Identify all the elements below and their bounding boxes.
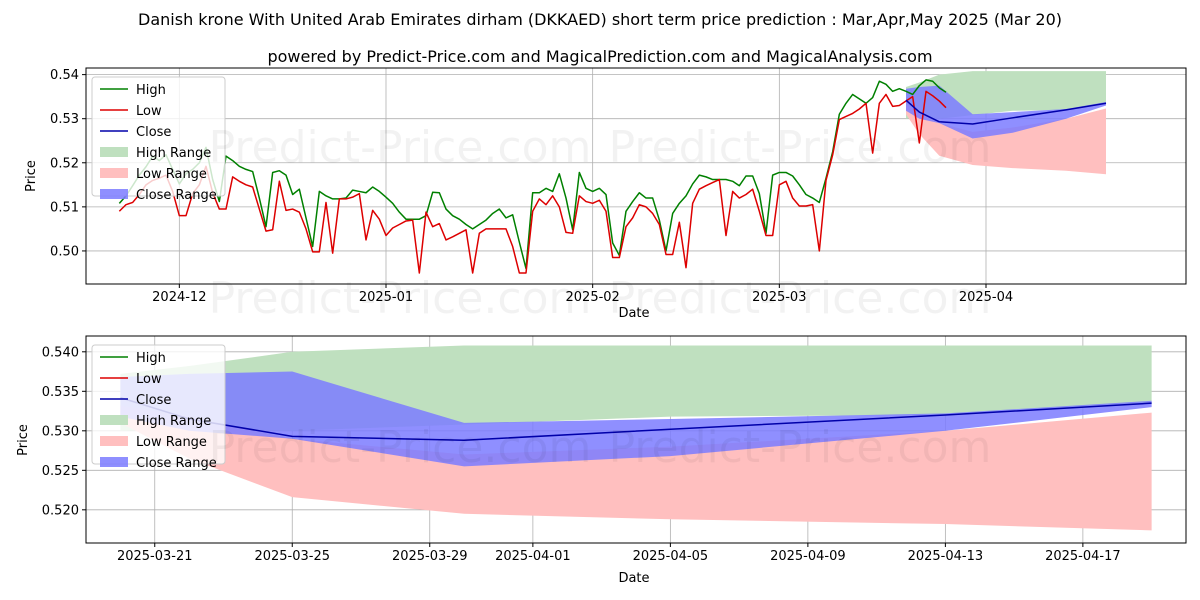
x-tick-label: 2025-03-21 (117, 549, 193, 564)
legend-close-range-label: Close Range (136, 456, 217, 471)
y-axis-label: Price (16, 424, 31, 456)
legend-close-label: Close (136, 125, 171, 140)
bottom-chart-panel: 2025-03-21 2025-03-25 2025-03-29 2025-04-01… (16, 335, 1187, 586)
axes-frame (85, 335, 1187, 544)
legend-close-label: Close (136, 393, 171, 408)
legend-high-range-label: High Range (136, 414, 211, 429)
y-axis-label: Price (24, 160, 39, 192)
x-tick-label: 2025-04-17 (1045, 549, 1121, 564)
watermark-text: Predict-Price.com (209, 122, 592, 173)
x-tick-label: 2024-12 (152, 290, 206, 305)
legend-high-range-label: High Range (136, 146, 211, 161)
legend-high-range-swatch (100, 147, 128, 157)
close-range-band (120, 371, 1152, 467)
axes-frame (85, 67, 1187, 285)
x-tick-label: 2025-03-25 (254, 549, 330, 564)
y-tick-label: 0.54 (50, 68, 79, 83)
x-tick-label: 2025-03 (752, 290, 806, 305)
y-tick-label: 0.530 (42, 424, 79, 439)
plot-area (120, 345, 1152, 531)
legend-high-label: High (136, 83, 166, 98)
close-series-line (905, 99, 1107, 125)
chart-title: Danish krone With United Arab Emirates d… (138, 10, 1062, 29)
legend: High Low Close High Range Low Range Close Ran… (91, 76, 226, 203)
watermark-text: Predict-Price.com (609, 422, 992, 473)
watermark-text: Predict-Price.com (609, 122, 992, 173)
legend: High Low Close High Range Low Range Close Ran… (91, 344, 226, 471)
x-tick-label: 2025-03-29 (392, 549, 468, 564)
x-tick-label: 2025-04-01 (495, 549, 571, 564)
y-tick-label: 0.52 (50, 156, 79, 171)
x-tick-label: 2025-02 (566, 290, 620, 305)
y-tick-label: 0.51 (50, 200, 79, 215)
low-range-band (120, 405, 1152, 531)
legend-low-label: Low (136, 372, 162, 387)
x-tick-label: 2025-04-09 (770, 549, 846, 564)
legend-box (91, 76, 226, 197)
legend-low-range-label: Low Range (136, 167, 207, 182)
legend-close-range-swatch (100, 189, 128, 199)
x-tick-label: 2025-04 (959, 290, 1013, 305)
x-tick-label: 2025-04-13 (908, 549, 984, 564)
legend-low-range-label: Low Range (136, 435, 207, 450)
low-series-line (118, 90, 947, 274)
y-tick-label: 0.540 (42, 345, 79, 360)
legend-low-range-swatch (100, 168, 128, 178)
watermark-text: Predict-Price.com (209, 422, 592, 473)
low-range-band (906, 104, 1106, 175)
watermark-text: Predict-Price.com (609, 273, 992, 324)
y-tick-label: 0.50 (50, 244, 79, 259)
legend-low-label: Low (136, 104, 162, 119)
legend-high-label: High (136, 351, 166, 366)
x-tick-label: 2025-04-05 (633, 549, 709, 564)
chart-subtitle: powered by Predict-Price.com and Magical… (267, 47, 932, 66)
plot-area (118, 71, 1107, 274)
y-tick-label: 0.535 (42, 385, 79, 400)
y-tick-label: 0.525 (42, 464, 79, 479)
close-range-band (906, 85, 1106, 139)
high-series-line (118, 79, 947, 270)
x-axis-label: Date (618, 571, 649, 586)
legend-close-range-swatch (100, 457, 128, 467)
x-tick-label: 2025-01 (359, 290, 413, 305)
legend-close-range-label: Close Range (136, 188, 217, 203)
watermark-text: Predict-Price.com (209, 273, 592, 324)
y-tick-label: 0.53 (50, 112, 79, 127)
top-chart-panel: 2024-12 2025-01 2025-02 2025-03 2025-04 0.50 0… (24, 67, 1187, 324)
x-axis-label: Date (618, 306, 649, 321)
legend-high-range-swatch (100, 415, 128, 425)
legend-low-range-swatch (100, 436, 128, 446)
y-tick-label: 0.520 (42, 503, 79, 518)
legend-box (91, 344, 226, 465)
